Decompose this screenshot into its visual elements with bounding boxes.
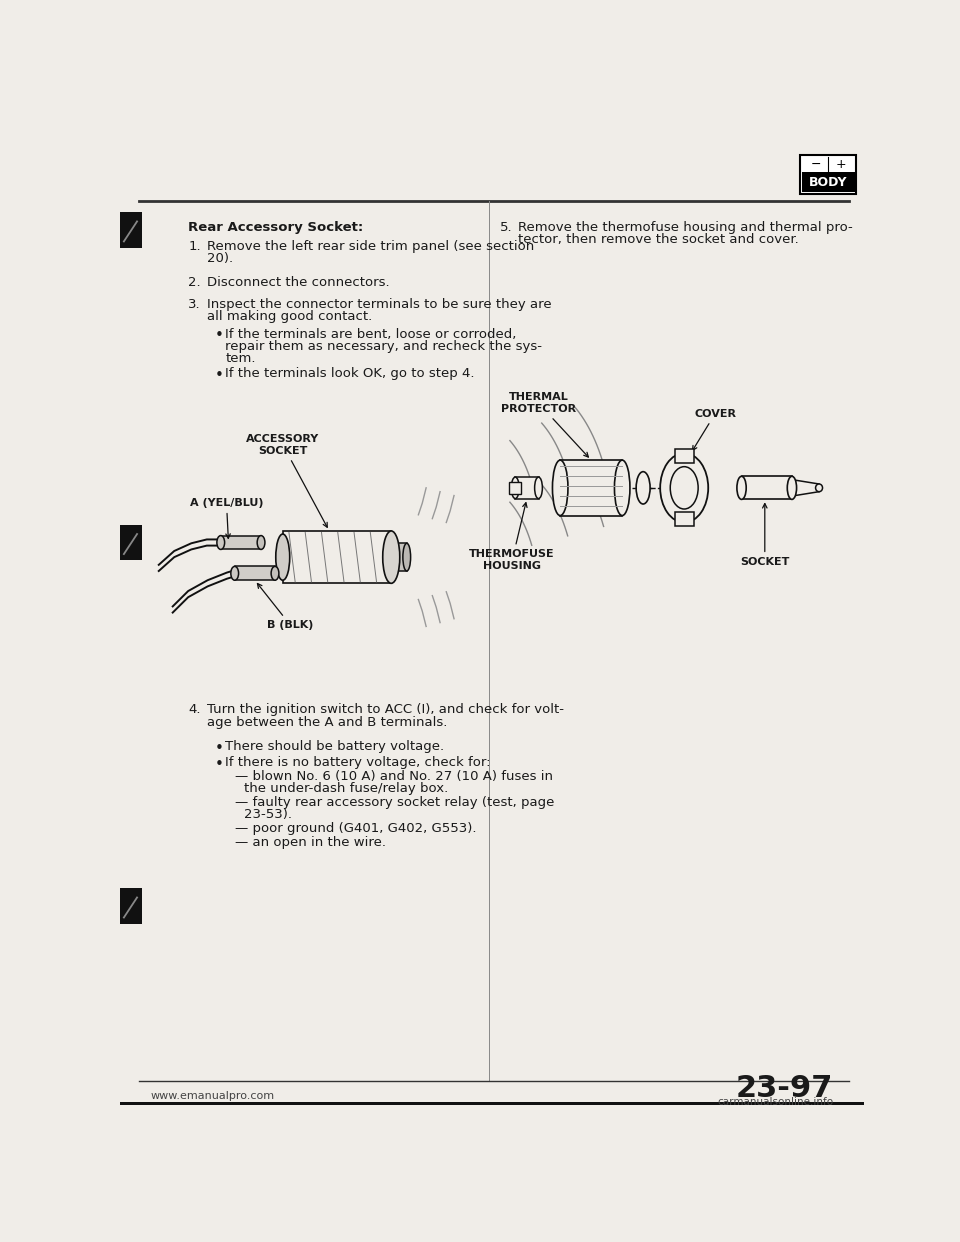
Text: +: +: [835, 158, 846, 171]
Text: THERMAL
PROTECTOR: THERMAL PROTECTOR: [501, 392, 588, 457]
Ellipse shape: [737, 476, 746, 499]
Polygon shape: [790, 479, 819, 497]
Text: Remove the thermofuse housing and thermal pro-: Remove the thermofuse housing and therma…: [518, 221, 853, 233]
Text: Disconnect the connectors.: Disconnect the connectors.: [206, 276, 390, 289]
Text: 2.: 2.: [188, 276, 201, 289]
Text: COVER: COVER: [692, 409, 736, 451]
Ellipse shape: [230, 566, 239, 580]
Bar: [675, 513, 693, 527]
Ellipse shape: [276, 534, 290, 580]
Text: 23-97: 23-97: [735, 1074, 833, 1103]
Ellipse shape: [217, 535, 225, 549]
Text: 23-53).: 23-53).: [244, 809, 292, 821]
Polygon shape: [120, 888, 142, 924]
Text: — an open in the wire.: — an open in the wire.: [234, 836, 386, 848]
Text: SOCKET: SOCKET: [740, 503, 789, 568]
Text: THERMOFUSE
HOUSING: THERMOFUSE HOUSING: [469, 503, 555, 571]
Text: age between the A and B terminals.: age between the A and B terminals.: [206, 715, 447, 729]
Text: tem.: tem.: [226, 353, 256, 365]
Text: A (YEL/BLU): A (YEL/BLU): [190, 498, 263, 538]
Text: BODY: BODY: [809, 175, 848, 189]
Text: •: •: [214, 741, 224, 756]
Bar: [801, 155, 856, 194]
Bar: [120, 1103, 864, 1105]
Text: Rear Accessory Socket:: Rear Accessory Socket:: [188, 221, 364, 233]
Bar: [234, 566, 275, 580]
Text: If the terminals are bent, loose or corroded,: If the terminals are bent, loose or corr…: [226, 328, 516, 340]
Text: Turn the ignition switch to ACC (I), and check for volt-: Turn the ignition switch to ACC (I), and…: [206, 703, 564, 717]
Ellipse shape: [787, 476, 797, 499]
Text: ACCESSORY
SOCKET: ACCESSORY SOCKET: [246, 433, 327, 528]
Text: •: •: [214, 328, 224, 344]
Text: tector, then remove the socket and cover.: tector, then remove the socket and cover…: [518, 233, 799, 246]
Bar: [675, 450, 693, 463]
Ellipse shape: [816, 484, 823, 492]
Bar: [283, 532, 392, 584]
Text: There should be battery voltage.: There should be battery voltage.: [226, 740, 444, 754]
Ellipse shape: [535, 477, 542, 498]
Text: Inspect the connector terminals to be sure they are: Inspect the connector terminals to be su…: [206, 298, 551, 310]
Ellipse shape: [271, 566, 278, 580]
Ellipse shape: [636, 472, 650, 504]
Text: •: •: [214, 756, 224, 771]
Text: Remove the left rear side trim panel (see section: Remove the left rear side trim panel (se…: [206, 240, 534, 253]
Bar: [516, 477, 539, 498]
Text: — poor ground (G401, G402, G553).: — poor ground (G401, G402, G553).: [234, 822, 476, 835]
Text: 4.: 4.: [188, 703, 201, 717]
Text: −: −: [810, 158, 821, 171]
Text: — blown No. 6 (10 A) and No. 27 (10 A) fuses in: — blown No. 6 (10 A) and No. 27 (10 A) f…: [234, 770, 553, 782]
Text: 20).: 20).: [206, 252, 233, 266]
Text: If there is no battery voltage, check for:: If there is no battery voltage, check fo…: [226, 756, 491, 769]
Text: carmanualsonline.info: carmanualsonline.info: [717, 1097, 833, 1107]
Bar: [741, 476, 792, 499]
Text: •: •: [214, 368, 224, 383]
Ellipse shape: [552, 460, 568, 515]
Text: 1.: 1.: [188, 240, 201, 253]
Bar: [221, 535, 261, 549]
Text: repair them as necessary, and recheck the sys-: repair them as necessary, and recheck th…: [226, 340, 542, 353]
Ellipse shape: [257, 535, 265, 549]
Bar: [802, 173, 854, 193]
Bar: [509, 482, 521, 494]
Bar: [393, 543, 407, 571]
Ellipse shape: [670, 467, 698, 509]
Text: the under-dash fuse/relay box.: the under-dash fuse/relay box.: [244, 782, 448, 795]
Text: B (BLK): B (BLK): [257, 584, 314, 630]
Ellipse shape: [403, 543, 411, 571]
Ellipse shape: [660, 453, 708, 523]
Text: all making good contact.: all making good contact.: [206, 310, 372, 323]
Text: 3.: 3.: [188, 298, 201, 310]
Ellipse shape: [614, 460, 630, 515]
Text: www.emanualpro.com: www.emanualpro.com: [151, 1092, 276, 1102]
Text: If the terminals look OK, go to step 4.: If the terminals look OK, go to step 4.: [226, 366, 475, 380]
Text: — faulty rear accessory socket relay (test, page: — faulty rear accessory socket relay (te…: [234, 796, 554, 809]
Text: 5.: 5.: [500, 221, 513, 233]
Polygon shape: [120, 212, 142, 247]
Ellipse shape: [512, 477, 519, 498]
Bar: [561, 460, 622, 515]
Ellipse shape: [383, 532, 399, 584]
Polygon shape: [120, 525, 142, 560]
